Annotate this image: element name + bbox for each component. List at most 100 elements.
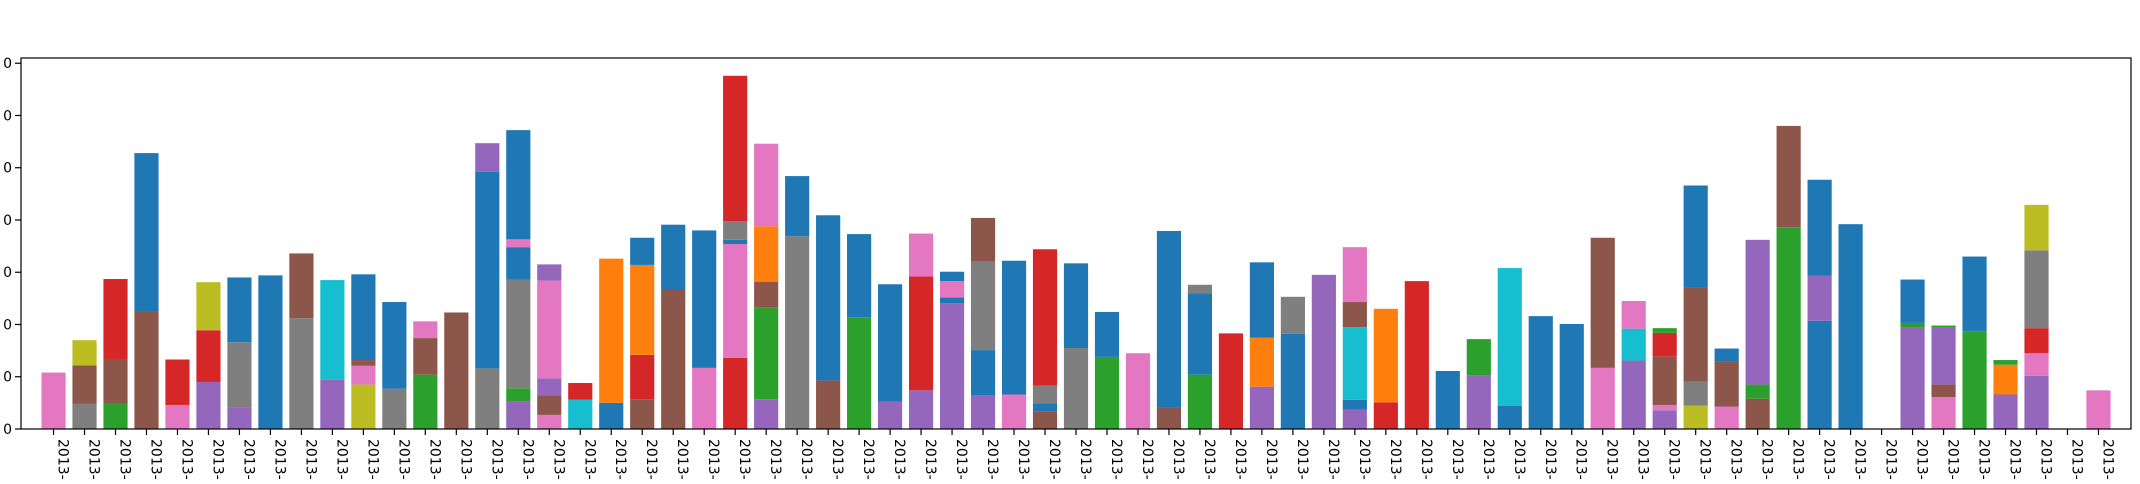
x-tick-label-47: 2013- [1511,439,1527,480]
bar-segment-28-0 [909,390,934,429]
bar-segment-56-0 [1776,227,1801,429]
y-axis: 0 0 0 0 0 0 0 0 [3,56,21,438]
x-tick-label-23: 2013- [767,439,783,480]
bar-segment-24-0 [785,236,810,429]
bar-segment-17-0 [568,399,593,429]
bar-segment-60-0 [1900,327,1925,429]
bar-segment-55-0 [1745,398,1770,429]
bar-segment-17-1 [568,383,593,400]
y-tick-label-6: 0 [3,108,12,124]
x-tick-label-18: 2013- [612,439,628,480]
bar-segment-28-1 [909,276,934,391]
bar-segment-30-1 [970,350,996,396]
bar-segment-53-2 [1683,287,1708,382]
x-tick-label-60: 2013- [1914,439,1930,480]
bar-segment-61-0 [1931,397,1956,429]
x-tick-label-24: 2013- [798,439,814,480]
bar-segment-47-0 [1497,406,1522,429]
bar-segment-51-1 [1621,328,1646,361]
y-tick-label-1: 0 [3,370,12,386]
bar-segment-15-4 [506,239,531,248]
bar-segment-43-0 [1373,402,1398,429]
x-tick-label-55: 2013- [1759,439,1775,480]
bar-segment-44-0 [1404,281,1429,429]
bar-segment-47-1 [1497,268,1522,407]
bar-segment-15-5 [506,130,531,240]
bar-segment-36-0 [1156,407,1182,429]
x-tick-label-4: 2013- [178,439,194,480]
x-tick-label-9: 2013- [333,439,349,480]
bar-segment-14-1 [475,171,500,369]
x-tick-label-35: 2013- [1139,439,1155,480]
x-tick-label-52: 2013- [1666,439,1682,480]
bar-segment-30-0 [970,395,996,429]
bar-segment-49-0 [1559,323,1584,429]
bar-segment-66-0 [2086,390,2111,429]
bar-segment-53-0 [1683,405,1708,429]
x-tick-label-64: 2013- [2037,439,2053,480]
bar-segment-1-1 [72,365,97,404]
bar-segment-37-1 [1187,293,1213,375]
bar-segment-24-1 [785,176,810,237]
bar-segment-63-1 [1993,364,2018,395]
bar-segment-60-1 [1900,322,1925,328]
bar-segment-19-3 [630,237,655,265]
bar-segment-20-0 [661,290,686,429]
bar-segment-42-4 [1342,247,1367,303]
x-tick-label-43: 2013- [1387,439,1403,480]
bar-segment-52-1 [1652,404,1677,411]
bar-segment-27-1 [878,284,903,402]
bar-segment-25-1 [816,215,841,381]
bar-segment-39-1 [1249,337,1274,387]
bar-segment-5-1 [196,330,221,382]
y-tick-label-7: 0 [3,56,12,72]
x-tick-label-15: 2013- [519,439,535,480]
bar-segment-11-1 [382,302,407,389]
bar-segment-39-0 [1249,386,1274,429]
x-tick-label-25: 2013- [829,439,845,480]
bar-segment-64-0 [2024,375,2049,429]
x-tick-label-49: 2013- [1573,439,1589,480]
bar-segment-2-2 [103,279,128,359]
bar-segment-8-0 [289,318,314,429]
x-tick-label-3: 2013- [147,439,163,480]
bars-layer [41,75,2111,429]
bar-segment-19-1 [630,354,655,400]
bar-segment-23-4 [754,143,779,227]
bar-segment-4-0 [165,404,190,429]
y-tick-label-3: 0 [3,265,12,281]
bar-segment-63-2 [1993,360,2018,365]
bar-segment-9-0 [320,379,345,429]
x-tick-label-26: 2013- [860,439,876,480]
bar-segment-38-0 [1218,333,1244,429]
x-tick-label-59: 2013- [1883,439,1899,480]
x-tick-label-42: 2013- [1356,439,1372,480]
bar-segment-16-1 [537,395,562,415]
bar-segment-23-3 [754,226,779,282]
bar-segment-22-3 [723,221,748,240]
bar-segment-63-0 [1993,394,2018,429]
x-tick-label-22: 2013- [736,439,752,480]
bar-segment-10-0 [351,384,376,429]
bar-segment-12-1 [413,338,438,375]
x-tick-label-39: 2013- [1263,439,1279,480]
bar-segment-3-0 [134,311,159,429]
x-tick-label-37: 2013- [1201,439,1217,480]
x-tick-label-6: 2013- [240,439,256,480]
bar-segment-42-2 [1342,327,1367,400]
x-tick-label-1: 2013- [86,439,102,480]
bar-segment-61-2 [1931,327,1956,385]
x-tick-label-17: 2013- [581,439,597,480]
bar-segment-20-1 [661,224,686,291]
bar-segment-1-2 [72,340,97,366]
bar-segment-15-0 [506,401,531,429]
bar-segment-14-0 [475,368,500,429]
x-tick-label-19: 2013- [643,439,659,480]
bar-segment-23-1 [754,307,779,400]
bar-segment-51-0 [1621,360,1646,429]
bar-segment-28-2 [909,233,934,277]
bar-segment-51-2 [1621,300,1646,329]
bar-segment-22-1 [723,244,748,358]
bar-segment-48-0 [1528,316,1553,429]
